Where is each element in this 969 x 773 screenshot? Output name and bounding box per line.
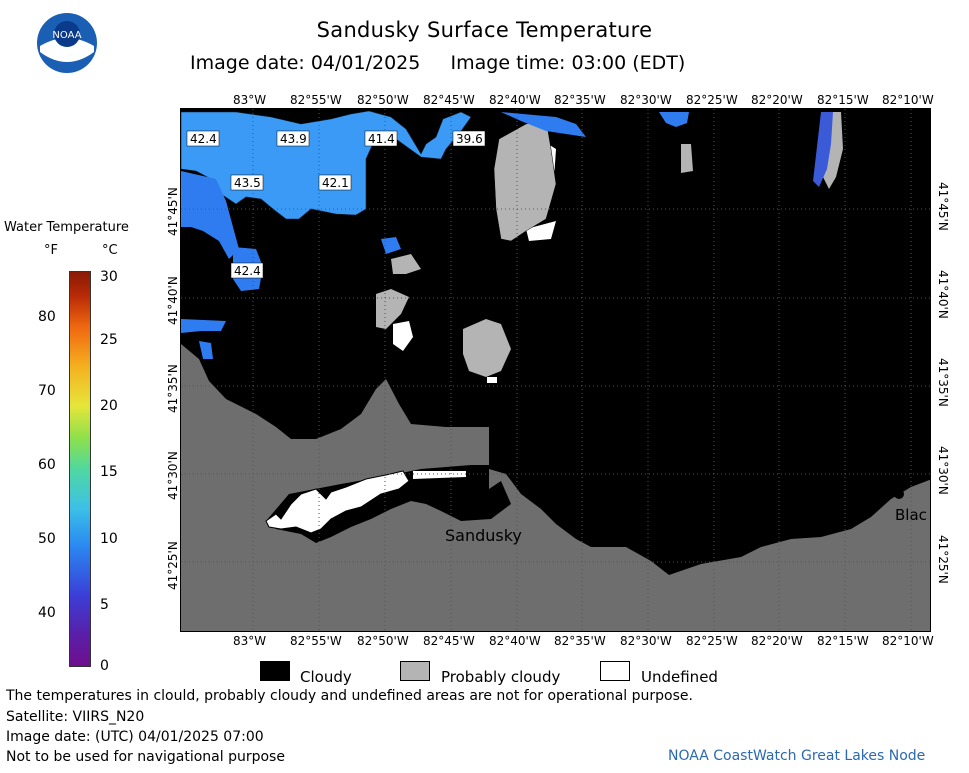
lon-label-top-8230w: 82°30'W <box>620 93 672 107</box>
temp-label-1: 42.4 <box>190 132 217 146</box>
lon-label-top-8225w: 82°25'W <box>686 93 738 107</box>
undefined-area-4 <box>487 377 497 383</box>
temp-label-6: 42.1 <box>322 176 349 190</box>
lon-label-bottom-8240w: 82°40'W <box>489 634 541 648</box>
tick-f-60: 60 <box>38 457 56 473</box>
image-date-time: Image date: 04/01/2025 Image time: 03:00… <box>190 52 686 74</box>
legend-label-cloudy: Cloudy <box>300 668 352 686</box>
lon-label-bottom-8255w: 82°55'W <box>290 634 342 648</box>
lat-label-right-4125n: 41°25'N <box>936 535 950 584</box>
tick-c-25: 25 <box>100 332 118 348</box>
probably-cloudy-area-5 <box>681 144 693 173</box>
lat-label-left-4125n: 41°25'N <box>166 541 180 590</box>
lon-label-bottom-8235w: 82°35'W <box>554 634 606 648</box>
place-label-blac: Blac <box>895 506 927 524</box>
place-label-sandusky: Sandusky <box>445 526 522 545</box>
undefined-area <box>265 470 410 534</box>
footer-satellite: Satellite: VIIRS_N20 <box>6 709 145 725</box>
legend-swatch-cloudy <box>260 661 290 681</box>
water-patch-sw2 <box>199 341 213 359</box>
graticule <box>181 109 930 631</box>
tick-c-15: 15 <box>100 464 118 480</box>
lon-label-top-8215w: 82°15'W <box>817 93 869 107</box>
tick-f-70: 70 <box>38 383 56 399</box>
lat-label-left-4135n: 41°35'N <box>166 364 180 413</box>
tick-c-30: 30 <box>100 269 118 285</box>
lat-label-right-4140n: 41°40'N <box>936 270 950 319</box>
lat-label-right-4135n: 41°35'N <box>936 358 950 407</box>
legend-swatch-probably-cloudy <box>400 661 430 681</box>
lon-label-top-8250w: 82°50'W <box>357 93 409 107</box>
water-patch-mid <box>381 237 401 254</box>
tick-c-20: 20 <box>100 398 118 414</box>
water-patch-e <box>813 112 833 187</box>
tick-c-10: 10 <box>100 531 118 547</box>
lat-label-left-4145n: 41°45'N <box>166 187 180 236</box>
lon-label-top-8235w: 82°35'W <box>554 93 606 107</box>
probably-cloudy-area-2 <box>463 319 511 377</box>
lat-label-right-4130n: 41°30'N <box>936 446 950 495</box>
temp-label-3: 41.4 <box>368 132 395 146</box>
unit-celsius: °C <box>102 243 118 258</box>
lon-label-top-8245w: 82°45'W <box>423 93 475 107</box>
page-title: Sandusky Surface Temperature <box>316 18 653 42</box>
tick-c-5: 5 <box>100 597 109 613</box>
unit-fahrenheit: °F <box>44 243 58 258</box>
water-patch-ne <box>501 112 586 137</box>
lon-label-bottom-8225w: 82°25'W <box>686 634 738 648</box>
temp-label-7: 42.4 <box>234 264 261 278</box>
lat-label-left-4130n: 41°30'N <box>166 451 180 500</box>
bay-cloud <box>266 465 511 543</box>
lon-label-top-8255w: 82°55'W <box>290 93 342 107</box>
lon-label-top-83w: 83°W <box>233 93 267 107</box>
lon-label-bottom-8230w: 82°30'W <box>620 634 672 648</box>
lat-label-left-4140n: 41°40'N <box>166 276 180 325</box>
footer-note: The temperatures in clould, probably clo… <box>6 688 693 704</box>
lon-label-top-8240w: 82°40'W <box>489 93 541 107</box>
temp-label-4: 39.6 <box>456 132 483 146</box>
probably-cloudy-area-4 <box>391 254 421 274</box>
probably-cloudy-area-3 <box>376 289 409 329</box>
undefined-area-2 <box>413 471 466 479</box>
footer-image-date-utc: Image date: (UTC) 04/01/2025 07:00 <box>6 729 264 745</box>
lon-label-bottom-8210w: 82°10'W <box>882 634 934 648</box>
lon-label-top-8220w: 82°20'W <box>751 93 803 107</box>
footer-nav-warning: Not to be used for navigational purpose <box>6 749 285 765</box>
water-patch-sw <box>181 319 226 333</box>
lon-label-bottom-83w: 83°W <box>233 634 267 648</box>
footer-credit: NOAA CoastWatch Great Lakes Node <box>668 748 926 764</box>
logo-text: NOAA <box>52 30 81 41</box>
temperature-colorbar <box>69 271 91 667</box>
lat-label-right-4145n: 41°45'N <box>936 182 950 231</box>
water-patch-n <box>659 112 689 127</box>
legend-swatch-undefined <box>600 661 630 681</box>
undefined-area-5 <box>526 221 556 241</box>
lon-label-bottom-8220w: 82°20'W <box>751 634 803 648</box>
lon-label-bottom-8245w: 82°45'W <box>423 634 475 648</box>
lon-label-bottom-8250w: 82°50'W <box>357 634 409 648</box>
place-marker-blac <box>894 489 904 499</box>
colorbar-title: Water Temperature <box>4 220 129 235</box>
temp-label-5: 43.5 <box>234 176 261 190</box>
lon-label-top-8210w: 82°10'W <box>882 93 934 107</box>
legend-label-probably-cloudy: Probably cloudy <box>441 668 561 686</box>
tick-c-0: 0 <box>100 658 109 674</box>
undefined-area-3 <box>393 321 413 351</box>
land-area <box>181 344 930 631</box>
legend-label-undefined: Undefined <box>641 668 718 686</box>
lon-label-bottom-8215w: 82°15'W <box>817 634 869 648</box>
water-patch-west <box>181 171 239 259</box>
temp-label-2: 43.9 <box>280 132 307 146</box>
tick-f-80: 80 <box>38 309 56 325</box>
noaa-logo: NOAA <box>36 12 98 74</box>
temperature-map: 42.4 43.9 41.4 39.6 43.5 42.1 42.4 Sandu… <box>180 108 931 632</box>
tick-f-50: 50 <box>38 531 56 547</box>
tick-f-40: 40 <box>38 605 56 621</box>
